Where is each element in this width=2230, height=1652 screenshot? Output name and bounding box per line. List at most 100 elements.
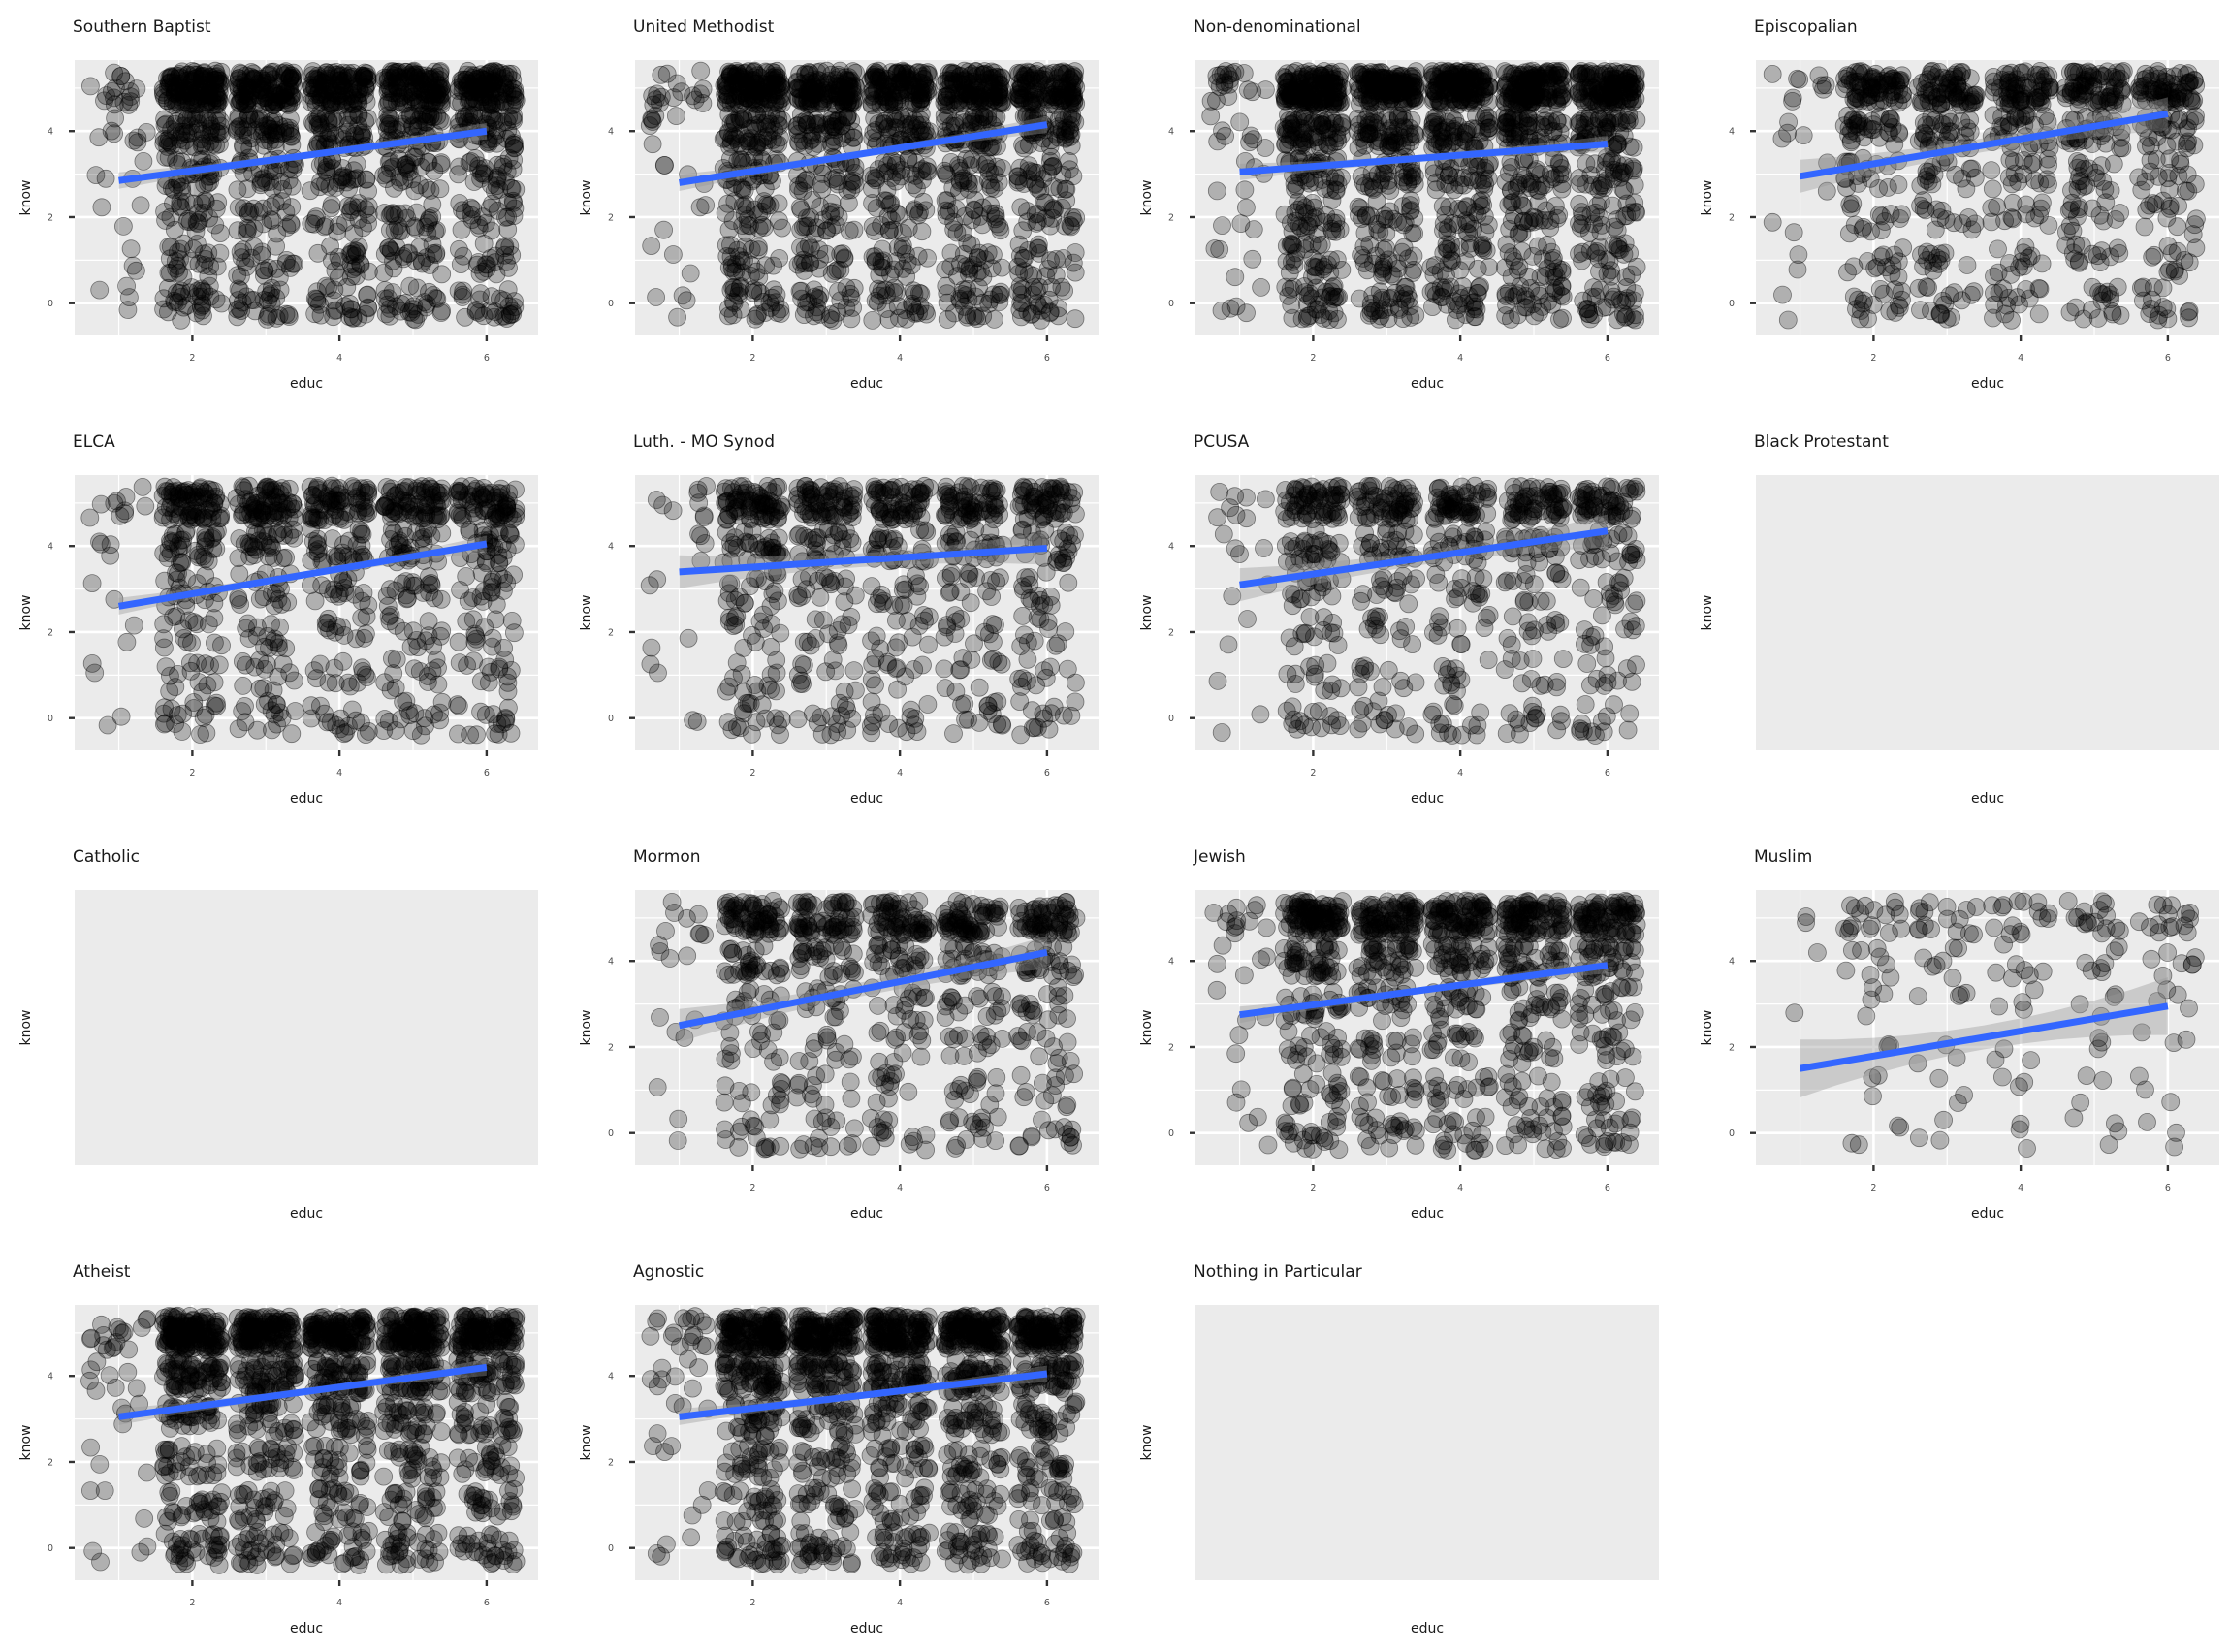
data-point xyxy=(845,221,863,238)
x-tick-label: 6 xyxy=(1605,353,1610,364)
data-point xyxy=(1785,224,1802,241)
y-axis-title: know xyxy=(1139,180,1155,216)
data-point xyxy=(1624,309,1641,327)
data-point xyxy=(1553,166,1571,183)
data-point xyxy=(1296,284,1314,302)
data-point xyxy=(747,310,764,328)
data-point xyxy=(1509,262,1526,279)
data-point xyxy=(798,209,815,227)
data-point xyxy=(1286,175,1303,193)
data-point xyxy=(213,295,231,312)
data-point xyxy=(1324,91,1342,109)
data-point xyxy=(1577,65,1594,82)
data-point xyxy=(207,96,224,113)
x-tick-label: 6 xyxy=(484,353,490,364)
data-point xyxy=(1609,136,1626,153)
data-point xyxy=(1257,81,1274,99)
data-point xyxy=(648,289,665,306)
y-axis-title: know xyxy=(579,180,594,216)
data-point xyxy=(971,155,988,173)
data-point xyxy=(643,238,660,255)
data-point xyxy=(129,129,146,146)
data-point xyxy=(255,267,272,284)
data-point xyxy=(1056,91,1073,109)
data-point xyxy=(409,305,427,323)
data-point xyxy=(175,299,193,316)
data-point xyxy=(832,292,849,309)
data-point xyxy=(254,126,271,143)
data-point xyxy=(755,219,773,237)
data-point xyxy=(1011,247,1029,265)
data-point xyxy=(1625,139,1642,156)
data-point xyxy=(862,167,879,184)
data-point xyxy=(840,92,857,110)
data-point xyxy=(667,108,685,125)
data-point xyxy=(1480,119,1497,137)
data-point xyxy=(1440,219,1457,237)
data-point xyxy=(1317,67,1334,84)
data-point xyxy=(1227,298,1245,315)
data-point xyxy=(1859,120,1876,138)
data-point xyxy=(1392,75,1410,92)
data-point xyxy=(166,221,183,238)
data-point xyxy=(1030,236,1047,253)
data-point xyxy=(1890,176,1907,194)
x-tick-label: 2 xyxy=(1310,353,1316,364)
data-point xyxy=(1278,126,1295,143)
data-point xyxy=(1514,213,1532,231)
data-point xyxy=(127,262,144,279)
data-point xyxy=(774,219,791,237)
data-point xyxy=(321,79,338,97)
data-point xyxy=(791,282,809,300)
data-point xyxy=(1365,81,1383,99)
data-point xyxy=(1427,181,1445,199)
x-tick-label: 2 xyxy=(1870,353,1876,364)
data-point xyxy=(664,246,682,264)
data-point xyxy=(936,88,953,106)
data-point xyxy=(1839,264,1857,281)
x-tick-label: 4 xyxy=(897,353,903,364)
data-point xyxy=(1587,204,1605,221)
data-point xyxy=(1779,311,1797,329)
data-point xyxy=(685,87,702,105)
data-point xyxy=(466,74,484,91)
data-point xyxy=(504,305,522,323)
data-point xyxy=(1468,91,1485,109)
data-point xyxy=(1024,305,1041,323)
data-point xyxy=(357,112,374,130)
data-point xyxy=(97,170,114,187)
data-point xyxy=(942,258,960,275)
data-point xyxy=(1585,306,1603,324)
data-point xyxy=(1404,164,1421,181)
data-point xyxy=(469,254,487,271)
data-point xyxy=(461,90,478,108)
data-point xyxy=(1870,206,1888,223)
data-point xyxy=(1244,250,1261,268)
data-point xyxy=(724,279,742,297)
data-point xyxy=(1473,198,1490,215)
data-point xyxy=(1895,239,1912,257)
data-point xyxy=(1571,85,1588,103)
data-point xyxy=(807,226,824,243)
data-point xyxy=(1446,73,1463,90)
data-point xyxy=(1370,113,1387,131)
data-point xyxy=(495,85,513,103)
data-point xyxy=(834,245,851,263)
data-point xyxy=(644,136,661,153)
data-point xyxy=(505,136,523,153)
data-point xyxy=(1580,224,1598,241)
data-point xyxy=(347,258,365,275)
data-point xyxy=(955,172,972,189)
data-point xyxy=(1214,217,1231,235)
y-tick-label: 4 xyxy=(48,127,53,138)
data-point xyxy=(892,65,909,82)
data-point xyxy=(793,254,811,271)
data-point xyxy=(720,221,738,238)
data-point xyxy=(332,253,349,270)
data-point xyxy=(358,171,375,188)
